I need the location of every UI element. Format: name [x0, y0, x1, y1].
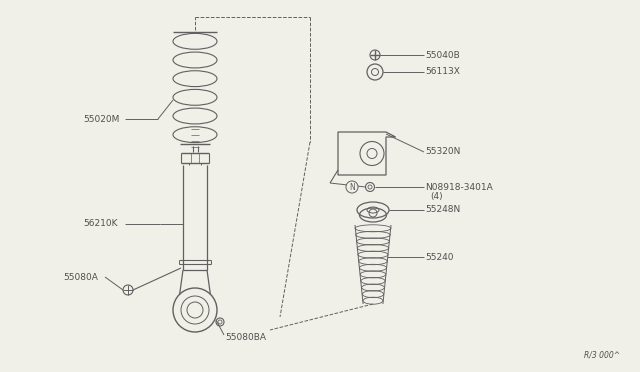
Text: R/3 000^: R/3 000^: [584, 351, 620, 360]
Text: 55080BA: 55080BA: [225, 333, 266, 341]
Text: 55248N: 55248N: [425, 205, 460, 215]
Text: 55020M: 55020M: [83, 115, 120, 124]
Text: (4): (4): [430, 192, 443, 202]
Text: 55080A: 55080A: [63, 273, 98, 282]
Text: N: N: [349, 183, 355, 192]
Text: 55040B: 55040B: [425, 51, 460, 60]
Text: 55240: 55240: [425, 253, 454, 262]
Text: 55320N: 55320N: [425, 148, 460, 157]
Text: N08918-3401A: N08918-3401A: [425, 183, 493, 192]
Text: 56210K: 56210K: [83, 219, 118, 228]
Text: 56113X: 56113X: [425, 67, 460, 77]
